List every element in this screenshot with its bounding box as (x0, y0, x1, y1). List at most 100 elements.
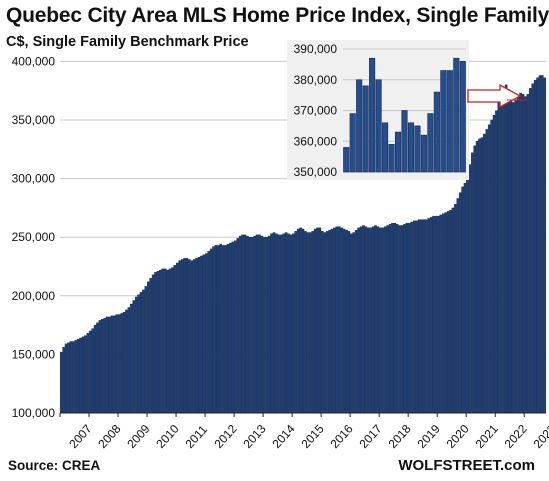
bar (427, 218, 430, 414)
x-tick-label: 2011 (182, 422, 210, 451)
x-tick-label: 2014 (269, 422, 297, 451)
inset-bar (433, 91, 440, 173)
bar (335, 226, 339, 414)
bar (458, 192, 462, 414)
bar (391, 222, 394, 414)
bar (168, 268, 172, 414)
bar (439, 214, 443, 414)
bar (509, 96, 513, 414)
bar (432, 215, 435, 414)
inset-y-ticks: 350,000 360,000 370,000 380,000 390,000 (294, 42, 338, 179)
bar (490, 119, 493, 414)
bar (231, 241, 235, 414)
y-tick-label: 400,000 (12, 54, 56, 68)
bar (103, 317, 106, 414)
bar (192, 259, 196, 414)
bar (543, 77, 547, 414)
bar (321, 231, 324, 414)
inset-bar (394, 131, 402, 173)
bar (304, 231, 307, 414)
bar (330, 228, 334, 414)
bar (393, 222, 397, 414)
bar (142, 289, 145, 414)
bar (500, 91, 503, 414)
bar (446, 211, 450, 414)
bar (420, 219, 423, 414)
bar (374, 225, 377, 414)
bar (512, 102, 515, 414)
bar (410, 221, 414, 414)
bar (357, 227, 360, 414)
x-tick-label: 2020 (444, 422, 472, 451)
bar (507, 89, 510, 414)
bar (205, 253, 208, 414)
x-tick-label: 2017 (356, 422, 384, 451)
bar (151, 274, 155, 414)
bar (207, 251, 210, 414)
bar (425, 219, 428, 414)
bar (67, 342, 70, 414)
bar (185, 258, 189, 414)
bar (480, 137, 484, 414)
bar (272, 232, 276, 414)
bar (234, 240, 237, 414)
inset-y-tick-label: 370,000 (294, 104, 338, 118)
inset-bar (369, 57, 376, 173)
bar (354, 229, 358, 414)
inset-bar (356, 79, 363, 173)
bar (364, 226, 368, 414)
bar (359, 226, 363, 414)
bar (531, 83, 534, 414)
chart-subtitle: C$, Single Family Benchmark Price (6, 34, 249, 50)
bar (306, 232, 310, 414)
bar (226, 244, 230, 414)
inset-bar (446, 70, 453, 173)
bar (197, 256, 201, 414)
bar (200, 255, 203, 414)
bar (236, 238, 239, 414)
bar (483, 133, 486, 414)
inset-bar (382, 122, 389, 173)
inset-bar (440, 70, 447, 173)
inset-bar (459, 60, 466, 173)
bar (492, 115, 496, 414)
bar (311, 231, 314, 414)
bar (110, 315, 114, 414)
bar (473, 145, 476, 414)
bar (367, 227, 370, 414)
bar (214, 245, 218, 414)
bar (250, 236, 254, 414)
inset-bar (420, 134, 427, 173)
bar (125, 309, 128, 414)
bar (287, 233, 290, 414)
inset-y-tick-label: 350,000 (294, 165, 338, 179)
bar (292, 233, 295, 414)
y-tick-label: 350,000 (12, 113, 56, 127)
inset-bar (375, 79, 382, 173)
bar (202, 254, 206, 414)
bar (115, 314, 119, 414)
bar (449, 210, 452, 414)
bar (166, 269, 169, 414)
inset-bar (362, 85, 369, 173)
x-tick-label: 2015 (298, 422, 326, 451)
bar (163, 268, 167, 414)
source-label: Source: CREA (8, 458, 101, 473)
bar (81, 336, 85, 414)
bar (461, 186, 464, 414)
bar (388, 224, 392, 414)
y-axis-ticks: 100,000 150,000 200,000 250,000 300,000 350,0… (12, 54, 56, 420)
bar (217, 245, 220, 414)
bar (282, 233, 285, 414)
arrow-annotation (467, 83, 528, 109)
arrow-icon (467, 83, 522, 109)
bar (212, 246, 215, 414)
inset-bar (401, 110, 408, 173)
bar (381, 227, 385, 414)
bar (84, 335, 87, 414)
bar (299, 227, 302, 414)
bar (403, 224, 406, 414)
bar (533, 79, 537, 414)
bar (441, 213, 445, 414)
